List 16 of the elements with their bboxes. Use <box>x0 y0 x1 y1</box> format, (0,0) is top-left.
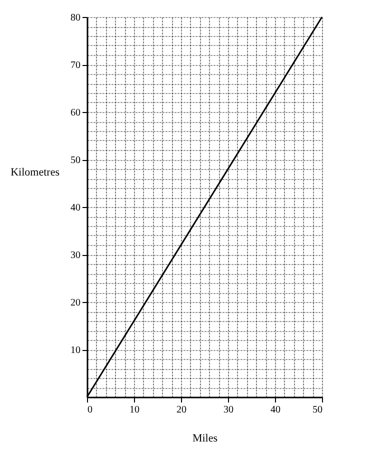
y-axis-title: Kilometres <box>10 166 60 178</box>
x-tick-label: 10 <box>130 404 140 416</box>
x-axis-title: Miles <box>192 432 218 444</box>
y-tick-label: 70 <box>70 60 80 71</box>
y-tick-label: 80 <box>70 12 80 24</box>
y-tick-label: 30 <box>70 250 80 261</box>
x-tick-label: 0 <box>88 404 92 416</box>
x-tick-label: 30 <box>224 404 234 416</box>
y-tick-label: 20 <box>70 298 80 308</box>
y-tick-label: 10 <box>70 345 80 356</box>
y-tick-label: 40 <box>70 202 80 214</box>
x-tick-label: 20 <box>176 404 186 416</box>
y-tick-label: 50 <box>70 155 80 166</box>
x-tick-label: 40 <box>270 404 280 416</box>
x-tick-label: 50 <box>312 404 322 416</box>
y-tick-label: 60 <box>70 108 80 118</box>
